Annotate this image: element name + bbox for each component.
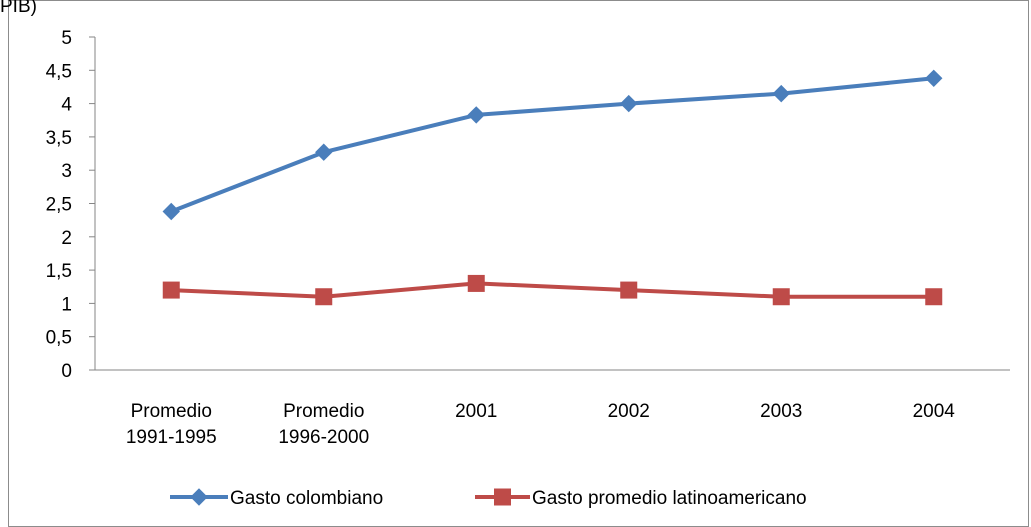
x-tick-label: 2003	[760, 401, 802, 422]
y-tick-label: 4,5	[46, 61, 72, 82]
series-1	[162, 69, 943, 221]
y-tick-label: 2,5	[46, 195, 72, 216]
y-tick-label: 4	[61, 95, 72, 116]
data-point	[620, 94, 638, 113]
legend-label: Gasto colombiano	[230, 488, 383, 509]
legend: Gasto colombiano Gasto promedio latinoame…	[170, 488, 807, 509]
legend-marker	[190, 488, 208, 506]
x-tick-label: 2002	[608, 401, 650, 422]
x-tick-label: Promedio 1991-1995	[126, 401, 217, 448]
y-tick-label: 5	[61, 28, 72, 49]
legend-entry: Gasto colombiano	[170, 488, 383, 509]
series-layer	[162, 69, 943, 306]
legend-marker	[494, 488, 511, 506]
y-tick-label: 0	[61, 361, 72, 382]
y-tick-label: 1	[61, 294, 72, 315]
data-point	[315, 143, 333, 161]
legend-label: Gasto promedio latinoamericano	[532, 488, 807, 509]
data-point	[315, 288, 333, 306]
series-line	[169, 281, 936, 299]
data-point	[925, 69, 943, 87]
data-point	[467, 106, 485, 124]
data-point	[467, 274, 485, 292]
series-2	[162, 274, 943, 306]
data-point	[925, 288, 943, 306]
data-point	[772, 84, 790, 103]
series-line	[169, 76, 936, 214]
y-tick-label: 3	[61, 161, 72, 182]
x-axis: Promedio 1991-1995 Promedio 1996-2000 2001 20…	[95, 369, 1010, 448]
legend-entry: Gasto promedio latinoamericano	[475, 488, 807, 509]
y-tick-label: 3,5	[46, 128, 72, 149]
y-tick-label: 2	[61, 228, 72, 249]
y-tick-label: 1,5	[46, 261, 72, 282]
chart-title-fragment: PIB)	[0, 0, 37, 17]
data-point	[162, 202, 180, 221]
y-axis: 0 0,5 1 1,5 2 2,5 3 3,5 4 4,5 5	[46, 28, 96, 382]
y-tick-label: 0,5	[46, 328, 72, 349]
data-point	[620, 281, 638, 299]
x-tick-label: Promedio 1996-2000	[278, 401, 369, 448]
x-tick-label: 2001	[455, 401, 497, 422]
x-tick-label: 2004	[913, 401, 956, 422]
data-point	[772, 288, 790, 306]
data-point	[162, 281, 180, 299]
